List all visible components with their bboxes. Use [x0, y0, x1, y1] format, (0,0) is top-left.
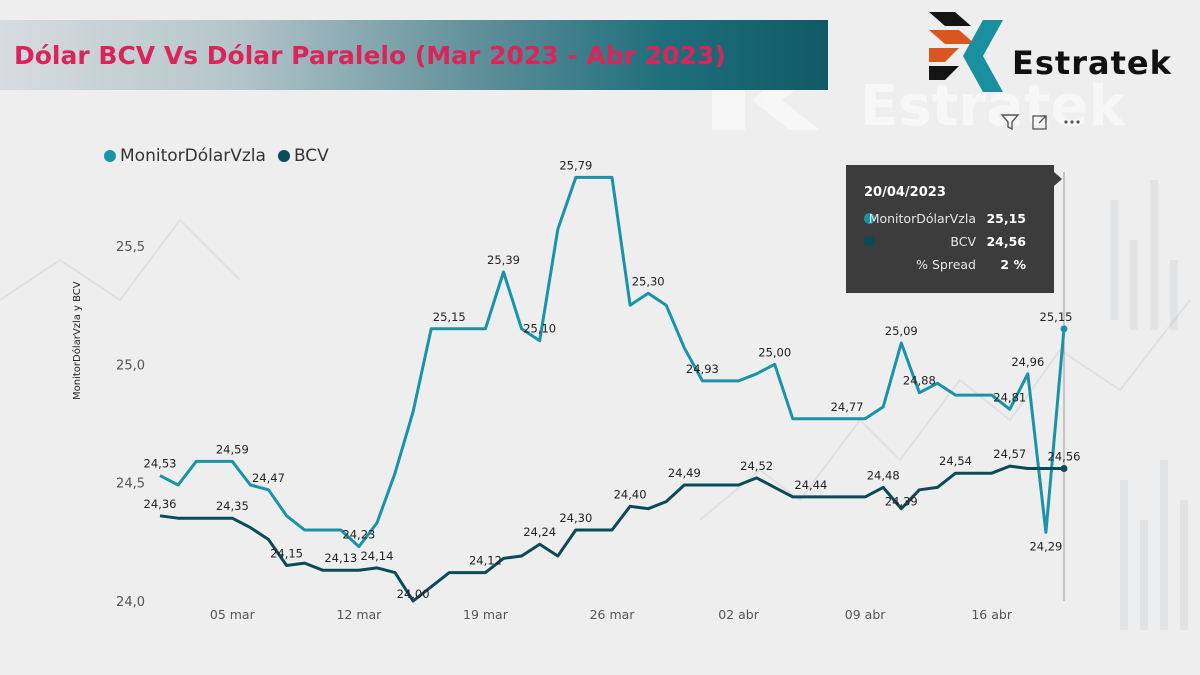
tooltip-row-spread: % Spread 2 % — [864, 255, 1038, 273]
legend-label-monitor: MonitorDólarVzla — [120, 146, 266, 166]
series-line-bcv — [159, 464, 1064, 603]
x-tick-label: 02 abr — [718, 607, 759, 622]
data-label: 24,56 — [1048, 449, 1081, 463]
series-line-monitor — [159, 175, 1066, 549]
data-label: 24,15 — [270, 547, 303, 561]
x-tick-label: 12 mar — [336, 607, 382, 622]
page-title: Dólar BCV Vs Dólar Paralelo (Mar 2023 - … — [14, 41, 726, 70]
filter-icon[interactable] — [1000, 114, 1020, 131]
tooltip-arrow — [1054, 172, 1062, 186]
data-label: 24,12 — [469, 554, 502, 568]
tooltip-row-monitor: MonitorDólarVzla 25,15 — [864, 209, 1038, 227]
data-label: 24,77 — [831, 400, 864, 414]
data-label: 25,09 — [885, 324, 918, 338]
data-label: 24,00 — [397, 587, 430, 601]
data-label: 24,13 — [324, 551, 357, 565]
data-label: 24,23 — [342, 528, 375, 542]
data-label: 24,59 — [216, 442, 249, 456]
y-tick-label: 24,5 — [116, 477, 145, 492]
more-options-icon[interactable] — [1064, 120, 1080, 124]
tooltip-name: BCV — [950, 233, 976, 249]
data-label: 24,48 — [867, 468, 900, 482]
tooltip-row-bcv: BCV 24,56 — [864, 232, 1038, 250]
data-label: 25,00 — [758, 345, 791, 359]
legend-dot-bcv — [277, 150, 290, 162]
tooltip-name: MonitorDólarVzla — [868, 210, 976, 226]
data-label: 24,47 — [252, 471, 285, 485]
data-label: 25,30 — [632, 274, 665, 288]
data-label: 24,81 — [993, 390, 1026, 404]
legend-dot-monitor — [104, 150, 116, 162]
data-label: 24,36 — [144, 497, 177, 511]
data-label: 24,52 — [740, 459, 773, 473]
data-label: 24,57 — [993, 447, 1026, 461]
tooltip-name: % Spread — [916, 256, 976, 272]
title-banner — [0, 20, 828, 90]
data-label: 25,79 — [559, 158, 592, 172]
y-tick-label: 25,5 — [116, 240, 145, 255]
data-label: 24,88 — [903, 374, 936, 388]
legend-item-bcv[interactable]: BCV — [277, 146, 329, 166]
data-label: 24,14 — [360, 549, 393, 563]
data-label: 24,49 — [668, 466, 701, 480]
data-label: 24,24 — [523, 525, 556, 539]
data-label: 25,39 — [487, 253, 520, 267]
tooltip-dot-monitor — [864, 212, 875, 224]
visual-toolbar — [1000, 114, 1080, 131]
estratek-logo — [929, 12, 1003, 92]
chart-legend: MonitorDólarVzla BCV — [104, 146, 335, 166]
focus-mode-icon[interactable] — [1032, 115, 1047, 130]
chart-tooltip: 20/04/2023 MonitorDólarVzla 25,15 BCV 24… — [846, 165, 1054, 293]
tooltip-date: 20/04/2023 — [864, 185, 946, 200]
data-label: 25,15 — [433, 310, 466, 324]
data-label: 25,15 — [1040, 310, 1073, 324]
data-label: 24,54 — [939, 454, 972, 468]
legend-label-bcv: BCV — [293, 146, 329, 166]
data-label: 24,53 — [144, 457, 177, 471]
data-label: 24,40 — [614, 487, 647, 501]
highlight-point — [1060, 464, 1068, 472]
data-label: 24,96 — [1011, 355, 1044, 369]
data-label: 24,30 — [559, 511, 592, 525]
tooltip-value: 25,15 — [986, 210, 1026, 226]
data-label: 24,44 — [794, 478, 827, 492]
legend-item-monitor[interactable]: MonitorDólarVzla — [104, 146, 266, 166]
data-label: 24,93 — [686, 362, 719, 376]
x-tick-label: 26 mar — [590, 607, 636, 622]
data-label: 25,10 — [523, 322, 556, 336]
x-tick-label: 05 mar — [210, 607, 256, 622]
x-tick-label: 16 abr — [971, 607, 1012, 622]
tooltip-value: 2 % — [1000, 256, 1026, 272]
x-tick-label: 19 mar — [463, 607, 509, 622]
y-tick-label: 25,0 — [116, 358, 145, 373]
data-label: 24,29 — [1029, 539, 1062, 553]
highlight-point — [1060, 325, 1068, 333]
tooltip-value: 24,56 — [986, 233, 1026, 249]
x-tick-label: 09 abr — [845, 607, 886, 622]
tooltip-dot-bcv — [864, 235, 875, 247]
logo-text: Estratek — [1012, 44, 1172, 82]
data-label: 24,35 — [216, 499, 249, 513]
y-tick-label: 24,0 — [116, 595, 145, 610]
data-label: 24,39 — [885, 495, 918, 509]
